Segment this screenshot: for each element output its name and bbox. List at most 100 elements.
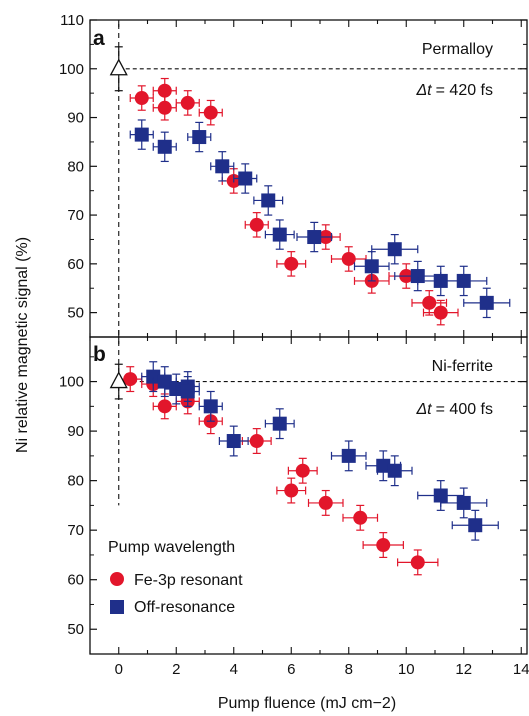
panel-a-resonant-point [244, 212, 269, 238]
marker-circle [157, 399, 172, 414]
marker-square [180, 384, 195, 399]
panel-b-resonant-point [307, 489, 344, 516]
x-tick-label: 14 [513, 661, 529, 678]
panel-a-ytick-label: 80 [67, 158, 84, 175]
chart-marks: 50 60 70 80 90 100 110 50 60 70 80 90 100 0 2 4 6 8 10 12 14 [59, 12, 529, 678]
marker-circle [433, 305, 448, 320]
panel-a-ytick-label: 110 [60, 12, 84, 29]
panel-b-ytick-label: 90 [67, 423, 84, 440]
panel-a-ytick-label: 70 [67, 207, 84, 224]
marker-circle [249, 434, 264, 449]
marker-circle [284, 483, 299, 498]
panel-b-resonant-point [342, 504, 379, 531]
panel-a-off-point [210, 151, 235, 182]
legend-entry-resonant: Fe-3p resonant [134, 572, 243, 589]
panel-b-off-point [198, 390, 223, 422]
panel-a-delay-value: = 420 fs [436, 82, 493, 99]
marker-square [157, 374, 172, 389]
panel-b-resonant-point [362, 532, 404, 559]
panel-b-material: Ni-ferrite [432, 358, 493, 375]
panel-a-off-point [129, 119, 154, 150]
marker-square [215, 159, 230, 174]
panel-a-material: Permalloy [422, 41, 493, 58]
x-tick-label: 6 [287, 661, 295, 678]
marker-square [479, 295, 494, 310]
marker-square [203, 399, 218, 414]
marker-square [456, 495, 471, 510]
panel-a-off-point [296, 221, 333, 253]
panel-b-resonant-point [276, 477, 307, 504]
panel-b-off-point [451, 509, 499, 541]
panel-a-off-point [463, 287, 511, 319]
marker-square [238, 171, 253, 186]
panel-b-ytick-label: 50 [67, 621, 84, 638]
panel-b-resonant-point [397, 549, 439, 576]
panel-b-off-point [218, 425, 249, 457]
x-axis-label: Pump fluence (mJ cm−2) [218, 695, 396, 712]
panel-a-reference-point [109, 46, 128, 92]
panel-a-off-point [353, 251, 390, 282]
marker-circle [157, 100, 172, 115]
panel-b-delay-value: = 400 fs [436, 401, 493, 418]
panel-b-resonant-point [287, 457, 318, 484]
panel-b-off-point [440, 487, 488, 519]
panel-a-ytick-label: 60 [67, 256, 84, 273]
legend-entry-off: Off-resonance [134, 599, 235, 616]
panel-a-off-point [152, 131, 177, 163]
marker-square [307, 230, 322, 245]
marker-circle [341, 251, 356, 266]
panel-a-label: a [93, 27, 105, 50]
x-tick-label: 8 [345, 661, 353, 678]
marker-circle [410, 555, 425, 570]
marker-triangle-open [109, 371, 128, 389]
panel-a-resonant-point [276, 251, 307, 277]
panel-a-resonant-point [152, 94, 177, 121]
x-tick-label: 4 [230, 661, 238, 678]
panel-b-delay: Δt = 400 fs [415, 401, 493, 418]
legend-marker-off [110, 600, 124, 614]
marker-circle [123, 372, 138, 387]
marker-square [387, 242, 402, 257]
marker-circle [134, 91, 149, 106]
panel-a-resonant-point [411, 290, 448, 316]
marker-square [192, 130, 207, 145]
marker-square [146, 369, 161, 384]
x-tick-label: 2 [172, 661, 180, 678]
panel-a-off-point [253, 185, 284, 216]
marker-circle [180, 95, 195, 110]
panel-a-resonant-point [175, 90, 200, 116]
panel-b-off-point [330, 440, 367, 472]
panel-a-ytick-label: 50 [67, 305, 84, 322]
legend-marker-resonant [110, 572, 124, 586]
panel-b-delay-symbol: Δt [415, 401, 432, 418]
marker-circle [318, 495, 333, 510]
panel-a-off-point [187, 121, 212, 153]
panel-b-ytick-label: 80 [67, 473, 84, 490]
marker-circle [295, 463, 310, 478]
panel-a-off-point [264, 219, 295, 250]
marker-circle [203, 105, 218, 120]
panel-b-off-point [264, 408, 295, 440]
panel-b-ytick-label: 100 [59, 374, 84, 391]
panel-a-resonant-point [330, 246, 367, 272]
panel-a-off-point [371, 233, 419, 265]
marker-square [134, 127, 149, 142]
panel-a-ytick-label: 90 [67, 110, 84, 127]
panel-a-off-point [394, 260, 442, 292]
panel-b-off-point [175, 376, 200, 407]
marker-circle [284, 256, 299, 271]
panel-b-frame [89, 336, 528, 655]
marker-square [157, 139, 172, 154]
panel-a-delay-symbol: Δt [415, 82, 432, 99]
panel-b-label: b [93, 343, 106, 366]
legend: Pump wavelength Fe-3p resonant Off-reson… [108, 539, 243, 616]
marker-square [272, 416, 287, 431]
legend-title: Pump wavelength [108, 539, 235, 556]
marker-circle [249, 217, 264, 232]
marker-circle [376, 538, 391, 553]
marker-square [433, 488, 448, 503]
panel-a-delay: Δt = 420 fs [415, 82, 493, 99]
marker-square [387, 463, 402, 478]
x-tick-label: 10 [398, 661, 415, 678]
panel-a-frame [89, 19, 528, 338]
